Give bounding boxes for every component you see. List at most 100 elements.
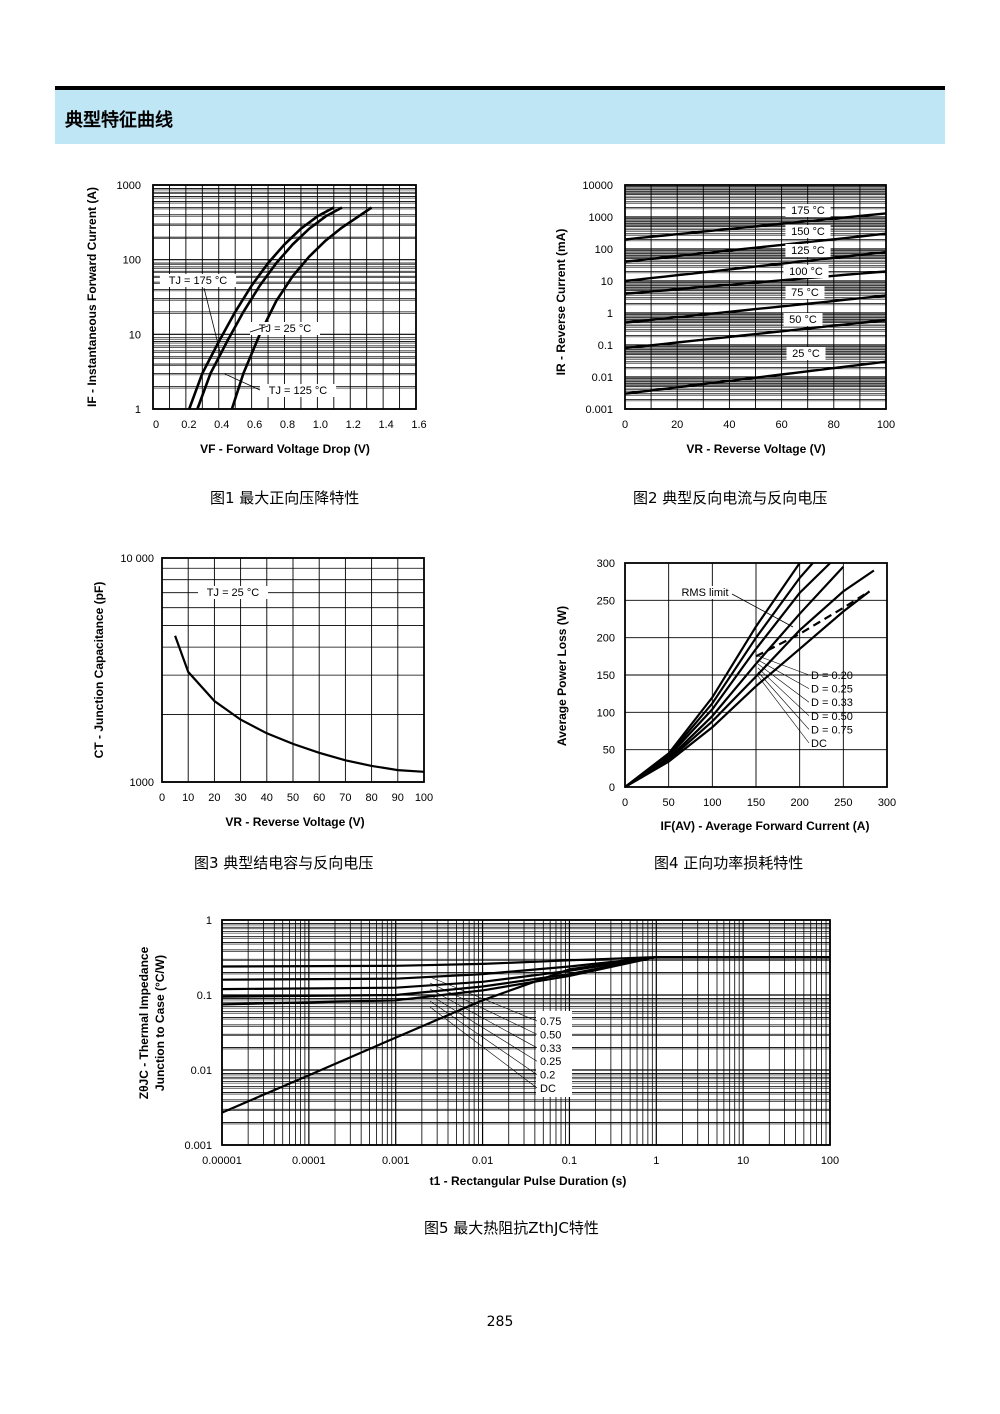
figure-3: TJ = 25 °C 0 10 20 30 40 50 60 70 80 90 100 1000 10 0… [85,545,445,845]
y-axis-title: CT - Junction Capacitance (pF) [92,582,106,759]
series-line-5 [624,590,871,788]
x-tick-label: 0.1 [562,1155,577,1167]
x-tick-label: 0.00001 [202,1155,242,1167]
plot-frame [624,562,888,788]
x-tick-label: 1.0 [313,419,328,431]
leader-line [757,663,810,703]
leader-line [429,988,538,1049]
series-line-4 [624,569,875,788]
x-tick-label: 0.0001 [292,1155,326,1167]
y-tick-label: 0 [609,782,615,794]
y-axis-title-2: Junction to Case (°C/W) [153,955,167,1091]
figure-2: 175 °C 150 °C 125 °C 100 °C 75 °C 50 °C 25 °C 0… [548,172,918,472]
duty-label-6: DC [811,738,827,750]
leader-line [224,373,261,391]
temp-label-5: 50 °C [789,314,817,326]
temp-label-4: 75 °C [791,287,819,299]
x-tick-label: 100 [703,797,721,809]
x-axis-title: VR - Reverse Voltage (V) [225,815,364,829]
duty-label-5: DC [540,1083,556,1095]
y-tick-label: 100 [597,707,615,719]
x-tick-label: 20 [208,792,220,804]
series-line-6 [624,360,887,395]
duty-label-4: 0.2 [540,1070,555,1082]
plot-frame [152,184,417,410]
figure-5: 0.75 0.50 0.33 0.25 0.2 DC 0.00001 0.0001 0.001 0… [130,905,870,1200]
y-tick-label: 250 [597,595,615,607]
x-tick-label: 300 [878,797,896,809]
junction-capacitance-chart: TJ = 25 °C 0 10 20 30 40 50 60 70 80 90 100 1000 10 0… [92,553,433,829]
y-tick-label: 150 [597,670,615,682]
power-loss-chart: RMS limit D = 0.20 D = 0.25D = 0.33 D = 0.5… [555,558,896,833]
y-tick-label: 0.001 [585,404,613,416]
temp-label-0: 175 °C [791,205,825,217]
y-tick-label: 50 [603,745,615,757]
x-axis-title: t1 - Rectangular Pulse Duration (s) [430,1174,627,1188]
leader-line [203,287,221,353]
section-header: 典型特征曲线 [55,90,945,144]
x-tick-label: 80 [365,792,377,804]
series-line-5 [221,956,830,1114]
y-tick-label: 0.1 [598,340,613,352]
x-tick-label: 60 [775,419,787,431]
leader-line [757,655,810,676]
x-axis-title: IF(AV) - Average Forward Current (A) [661,819,870,833]
y-tick-label: 1 [135,404,141,416]
x-axis-title: VF - Forward Voltage Drop (V) [200,442,370,456]
thermal-impedance-chart: 0.750.50 0.330.25 0.2DC 0.00001 0.0001 0.001 0… [137,915,839,1188]
y-tick-label: 300 [597,558,615,570]
x-tick-label: 10 [182,792,194,804]
x-tick-label: 1 [653,1155,659,1167]
reverse-current-chart: 175 °C 150 °C 125 °C 100 °C 75 °C 50 °C 25 °C 0… [554,180,895,456]
y-tick-label: 100 [123,255,141,267]
duty-label-3: 0.25 [540,1056,561,1068]
x-tick-label: 1.4 [378,419,393,431]
series-line-2 [624,250,887,283]
plot-frame [161,557,425,783]
x-tick-label: 0.01 [472,1155,493,1167]
figure-3-caption: 图3 典型结电容与反向电压 [194,854,374,872]
y-tick-label: 10 [129,329,141,341]
label-bg [785,204,831,217]
y-tick-label: 10000 [582,180,613,192]
label-bg [785,244,831,257]
x-tick-label: 200 [790,797,808,809]
y-tick-label: 0.1 [197,990,212,1002]
y-tick-label: 1000 [117,180,141,192]
figure-4: RMS limit D = 0.20 D = 0.25 D = 0.33 D = 0.5… [548,552,918,842]
label-bg [785,286,825,299]
leader-line [757,659,810,689]
series-line-3 [624,270,887,295]
label-bg [159,274,237,287]
series-line-1 [196,206,343,410]
duty-label-4: D = 0.50 [811,711,853,723]
leader-line [429,976,538,1022]
x-tick-label: 0 [622,419,628,431]
y-tick-label: 200 [597,633,615,645]
x-tick-label: 30 [234,792,246,804]
label-bg [250,322,320,335]
y-axis-title: ZθJC - Thermal Impedance [137,946,151,1099]
capacitance-curve [174,635,425,773]
leader-line [429,982,538,1035]
leader-line [757,675,810,744]
y-tick-label: 0.01 [191,1065,212,1077]
duty-label-2: D = 0.25 [811,684,853,696]
temp-label-1: 150 °C [791,226,825,238]
page-number: 285 [486,1314,514,1330]
label-bg [536,1011,572,1097]
figure-4-caption: 图4 正向功率损耗特性 [654,854,804,872]
leader-line [757,667,810,717]
x-tick-label: 90 [392,792,404,804]
series-line-5 [624,318,887,350]
series-line-4 [624,294,887,324]
figure-5-caption: 图5 最大热阻抗ZthJC特性 [424,1219,599,1237]
series-line-0 [187,206,335,410]
y-tick-label: 0.01 [592,372,613,384]
y-tick-label: 100 [595,244,613,256]
duty-label-1: D = 0.20 [811,670,853,682]
label-tj-125: TJ = 125 °C [269,385,328,397]
label-bg [198,586,268,599]
label-rms-limit: RMS limit [681,587,728,599]
x-tick-label: 40 [261,792,273,804]
